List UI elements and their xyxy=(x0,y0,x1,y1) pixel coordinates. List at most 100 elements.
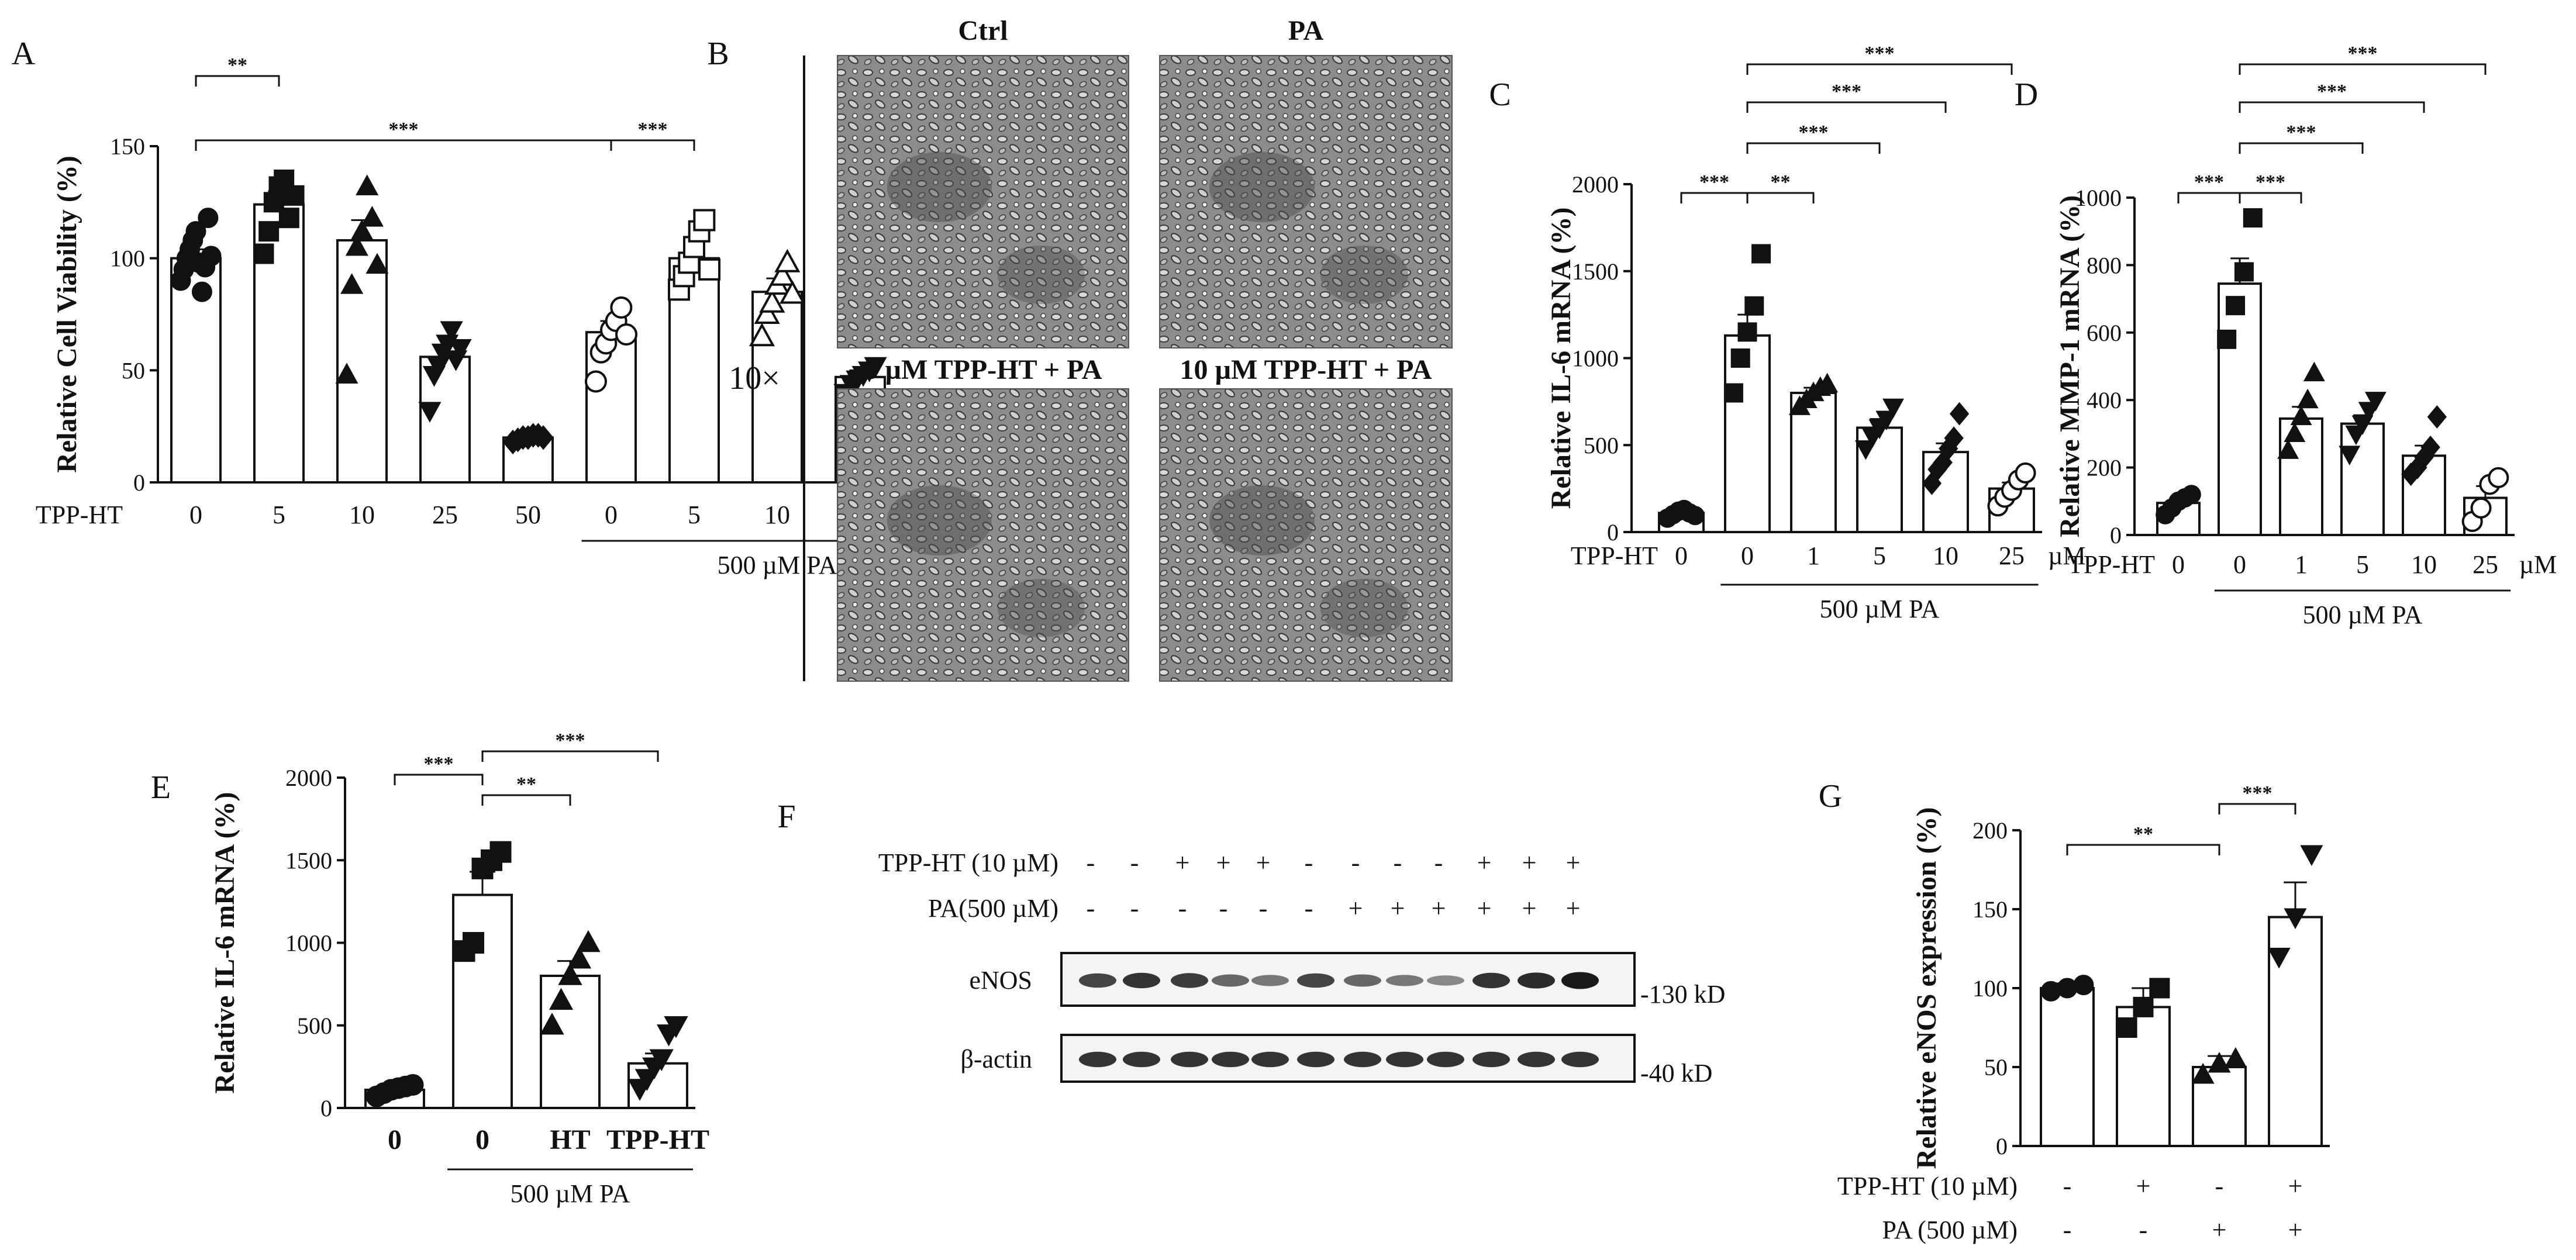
image-shade xyxy=(887,485,992,555)
blot-band xyxy=(1212,1051,1249,1068)
data-point xyxy=(2181,485,2201,505)
micrograph-image xyxy=(837,388,1129,682)
condition-sign: - xyxy=(1259,894,1268,923)
panel-label: D xyxy=(2015,77,2038,113)
y-tick-label: 200 xyxy=(2087,455,2122,481)
data-point xyxy=(350,219,374,240)
band-size-label: -130 kD xyxy=(1640,980,1725,1009)
data-point xyxy=(576,930,601,952)
bar xyxy=(1790,392,1837,533)
condition-sign: + xyxy=(1477,848,1492,877)
significance-label: ** xyxy=(227,54,247,76)
significance-bracket xyxy=(1680,192,1749,203)
data-point xyxy=(1882,398,1905,419)
blot-band xyxy=(1344,1051,1381,1068)
panel-c: C 0 500 1000 1500 2000 Relative IL-6 mRNA (%) 0… xyxy=(1489,43,2085,623)
x-tick-label: 1 xyxy=(1807,541,1820,570)
image-shade xyxy=(1320,579,1408,637)
blot-band xyxy=(1251,1051,1289,1068)
x-tick-label: 5 xyxy=(273,500,285,529)
significance-bracket xyxy=(2239,63,2487,75)
data-point xyxy=(649,1049,674,1071)
condition-sign: + xyxy=(1349,894,1363,923)
x-tick-label: 25 xyxy=(2472,550,2498,579)
panel-label: E xyxy=(151,769,171,806)
data-point xyxy=(1751,244,1771,264)
blot-band xyxy=(1123,1051,1160,1068)
image-shade xyxy=(1209,485,1315,555)
x-tick-label: 5 xyxy=(1873,541,1886,570)
row-label: PA (500 µM) xyxy=(1882,1216,2018,1244)
significance-bracket xyxy=(481,794,571,806)
significance-label: *** xyxy=(1832,81,1861,102)
x-tick-label: 0 xyxy=(2233,550,2246,579)
micrograph-title: 10 µM TPP-HT + PA xyxy=(1180,354,1432,385)
x-tick-label: 10 xyxy=(1933,541,1958,570)
data-point xyxy=(664,1016,688,1038)
data-point xyxy=(2149,978,2170,999)
data-point xyxy=(2488,467,2509,488)
data-point xyxy=(549,988,574,1010)
x-tick-label: 10 xyxy=(2411,550,2437,579)
data-point xyxy=(253,243,274,264)
y-tick-label: 1500 xyxy=(285,847,332,874)
data-point xyxy=(198,208,219,229)
blot-band xyxy=(1561,1051,1599,1068)
y-tick-label: 600 xyxy=(2087,320,2122,346)
significance-bracket xyxy=(1746,142,1881,154)
data-point xyxy=(284,185,305,206)
data-point xyxy=(2364,392,2387,412)
significance-label: *** xyxy=(638,119,668,140)
data-point xyxy=(185,221,206,242)
significance-label: *** xyxy=(2256,171,2285,193)
y-tick-label: 1000 xyxy=(1572,346,1619,372)
y-tick-label: 100 xyxy=(110,246,145,272)
row-label: TPP-HT xyxy=(1571,541,1658,570)
data-point xyxy=(2116,1017,2137,1038)
panel-label: B xyxy=(707,36,729,72)
data-point xyxy=(2470,497,2492,519)
blot-band xyxy=(1518,972,1555,989)
band-size-label: -40 kD xyxy=(1640,1059,1712,1088)
significance-bracket xyxy=(195,139,612,151)
panel-b: B 10× Ctrl PA 5 µM TPP-HT + PA 10 µM TPP-HT +… xyxy=(707,15,1453,682)
data-point xyxy=(769,262,795,286)
significance-bracket xyxy=(1746,63,2013,75)
blot-band xyxy=(1251,975,1289,986)
bar xyxy=(2040,987,2095,1147)
data-point xyxy=(1744,296,1764,316)
condition-sign: - xyxy=(1434,848,1443,877)
data-point xyxy=(2277,439,2299,459)
data-point xyxy=(2015,462,2036,484)
significance-bracket xyxy=(394,774,484,785)
condition-sign: + xyxy=(1256,848,1271,877)
condition-sign: - xyxy=(1305,894,1313,923)
bar xyxy=(419,355,471,484)
data-point xyxy=(1730,348,1750,368)
y-tick-label: 400 xyxy=(2087,387,2122,413)
x-tick-label: 0 xyxy=(475,1124,489,1155)
condition-sign: - xyxy=(1351,848,1360,877)
blot-band xyxy=(1297,1051,1334,1068)
significance-label: ** xyxy=(1771,171,1791,193)
blot-band xyxy=(1123,972,1160,989)
data-point xyxy=(2234,262,2254,282)
data-point xyxy=(449,339,472,360)
condition-sign: - xyxy=(1087,848,1095,877)
data-point xyxy=(2284,422,2306,442)
y-tick-label: 50 xyxy=(1984,1054,2008,1081)
blot-band xyxy=(1427,975,1464,986)
condition-sign: + xyxy=(2288,1172,2303,1200)
condition-sign: - xyxy=(2215,1172,2224,1200)
bar xyxy=(2218,282,2262,536)
image-shade xyxy=(997,246,1085,304)
data-point xyxy=(533,425,554,450)
y-tick-label: 150 xyxy=(1972,896,2008,923)
data-point xyxy=(1737,322,1757,342)
band-label: β-actin xyxy=(960,1045,1032,1073)
significance-bracket xyxy=(610,139,695,151)
data-point xyxy=(345,234,368,256)
condition-sign: + xyxy=(1522,848,1537,877)
data-point xyxy=(335,363,358,384)
